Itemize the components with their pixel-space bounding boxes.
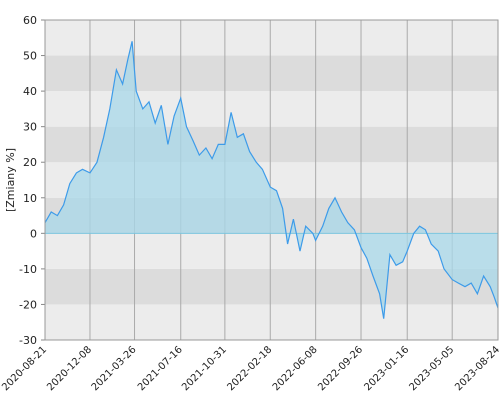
plot-border (44, 19, 499, 341)
background-band (45, 268, 498, 305)
line (44, 41, 499, 319)
y-tick-label: 10 (23, 192, 37, 205)
y-tick-label: 50 (23, 50, 37, 63)
background-band (45, 233, 498, 269)
x-tick-label: 2021-07-16 (136, 344, 185, 393)
x-tick-label: 2022-09-26 (316, 344, 365, 393)
x-tick-label: 2023-08-24 (453, 344, 500, 393)
y-tick-label: 60 (23, 14, 37, 27)
y-tick-label: -10 (19, 263, 37, 276)
x-tick-label: 2022-02-18 (226, 344, 275, 393)
x-tick-label: 2020-08-21 (0, 344, 49, 393)
y-tick-label: 30 (23, 121, 37, 134)
area (45, 41, 498, 319)
background-band (45, 304, 498, 340)
x-tick-label: 2023-01-16 (362, 344, 411, 393)
x-tick-label: 2023-05-05 (407, 344, 456, 393)
y-tick-label: 20 (23, 156, 37, 169)
background-band (45, 20, 498, 56)
background-band (45, 55, 498, 92)
y-tick-label: -30 (19, 334, 37, 347)
y-tick-label: 0 (30, 227, 37, 240)
x-tick-label: 2020-12-08 (45, 344, 94, 393)
y-axis-label: [Zmiany %] (4, 148, 17, 212)
x-tick-label: 2021-10-31 (180, 344, 229, 393)
x-tick-label: 2021-03-26 (90, 344, 139, 393)
y-tick-label: -20 (19, 298, 37, 311)
y-tick-label: 40 (23, 85, 37, 98)
x-tick-label: 2022-06-08 (271, 344, 320, 393)
